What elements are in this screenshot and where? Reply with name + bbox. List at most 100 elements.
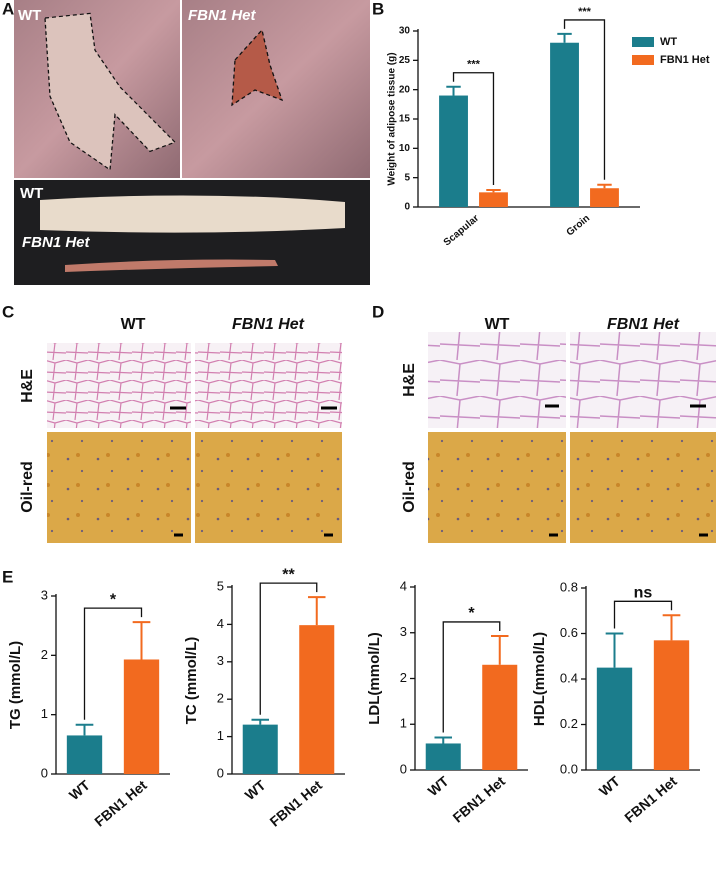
error-bar — [446, 85, 461, 96]
x-tick-label: FBN1 Het — [91, 777, 150, 830]
error-bar — [307, 596, 326, 626]
y-tick-label: 5 — [217, 578, 224, 593]
bar — [596, 667, 633, 770]
row-header: H&E — [19, 369, 36, 403]
y-tick-label: 0.4 — [560, 670, 578, 685]
panel-label: C — [2, 302, 14, 321]
y-tick-label: 0 — [404, 202, 410, 213]
y-tick-label: 15 — [399, 114, 411, 125]
y-tick-label: 0.6 — [560, 625, 578, 640]
error-bar — [75, 723, 94, 736]
x-tick-label: FBN1 Het — [267, 777, 326, 830]
panel-label: E — [2, 567, 13, 586]
significance-bracket — [452, 72, 495, 185]
bar — [439, 95, 468, 207]
significance-label: *** — [578, 6, 592, 18]
significance-bracket — [83, 607, 143, 720]
column-header: WT — [485, 316, 510, 333]
bar — [66, 735, 103, 774]
error-bar — [251, 718, 270, 725]
y-tick-label: 0.2 — [560, 716, 578, 731]
x-tick-label: Scapular — [442, 213, 482, 249]
x-tick-label: WT — [425, 773, 452, 800]
y-tick-label: 10 — [399, 143, 411, 154]
row-header: H&E — [401, 363, 418, 397]
legend-label: FBN1 Het — [660, 54, 710, 66]
x-tick-label: FBN1 Het — [621, 773, 680, 826]
x-tick-label: FBN1 Het — [450, 773, 509, 826]
bar — [479, 192, 508, 207]
bar — [299, 625, 335, 774]
y-tick-label: 0.0 — [560, 761, 578, 776]
error-bar — [597, 183, 612, 189]
error-bar — [486, 188, 501, 193]
legend-label: WT — [660, 36, 677, 48]
y-tick-label: 2 — [400, 670, 407, 685]
y-tick-label: 3 — [41, 587, 48, 602]
significance-label: ** — [282, 566, 295, 583]
x-tick-label: WT — [242, 777, 269, 804]
error-bar — [605, 632, 624, 668]
x-tick-label: Groin — [565, 213, 593, 239]
y-tick-label: 1 — [41, 706, 48, 721]
y-tick-label: 2 — [41, 647, 48, 662]
bar — [550, 42, 579, 207]
panel-label: A — [2, 0, 14, 18]
y-tick-label: 2 — [217, 691, 224, 706]
photo-label: FBN1 Het — [22, 234, 91, 251]
y-axis-label: HDL(mmol/L) — [531, 632, 548, 726]
y-tick-label: 0 — [217, 765, 224, 780]
error-bar — [490, 634, 509, 665]
row-header: Oil-red — [19, 461, 36, 513]
photo-label: WT — [18, 7, 41, 24]
panel-label: D — [372, 302, 384, 321]
y-tick-label: 25 — [399, 55, 411, 66]
photo-label: FBN1 Het — [188, 7, 257, 24]
significance-label: * — [468, 605, 475, 622]
significance-bracket — [563, 19, 606, 180]
y-tick-label: 3 — [217, 653, 224, 668]
y-tick-label: 4 — [400, 578, 407, 593]
significance-label: * — [110, 591, 117, 608]
y-axis-label: TC (mmol/L) — [183, 637, 200, 725]
column-header: WT — [121, 316, 146, 333]
x-tick-label: WT — [596, 773, 623, 800]
y-tick-label: 20 — [399, 84, 411, 95]
y-axis-label: Weight of adipose tissue (g) — [387, 52, 398, 185]
significance-label: ns — [634, 585, 653, 602]
y-tick-label: 5 — [404, 172, 410, 183]
significance-bracket — [442, 621, 501, 733]
error-bar — [557, 32, 572, 43]
y-tick-label: 0.8 — [560, 579, 578, 594]
y-tick-label: 4 — [217, 616, 224, 631]
photo-label: WT — [20, 185, 43, 202]
y-tick-label: 0 — [41, 765, 48, 780]
row-header: Oil-red — [401, 461, 418, 513]
bar — [123, 659, 160, 774]
y-tick-label: 30 — [399, 26, 411, 37]
error-bar — [662, 614, 681, 641]
legend-swatch — [632, 37, 654, 47]
y-tick-label: 0 — [400, 761, 407, 776]
bar — [425, 743, 461, 770]
y-axis-label: TG (mmol/L) — [7, 641, 24, 729]
bar — [482, 664, 518, 770]
photo-panel — [14, 0, 370, 285]
histology-images — [47, 332, 716, 543]
significance-bracket — [259, 582, 318, 715]
error-bar — [132, 621, 151, 660]
y-tick-label: 1 — [400, 716, 407, 731]
x-tick-label: WT — [66, 777, 93, 804]
bar — [653, 640, 690, 770]
panel-label: B — [372, 0, 384, 18]
column-header: FBN1 Het — [607, 316, 680, 333]
legend-swatch — [632, 55, 654, 65]
bar — [242, 724, 278, 774]
column-header: FBN1 Het — [232, 316, 305, 333]
significance-label: *** — [467, 59, 481, 71]
error-bar — [434, 736, 453, 744]
significance-bracket — [613, 600, 673, 629]
bar — [590, 188, 619, 207]
y-tick-label: 3 — [400, 624, 407, 639]
